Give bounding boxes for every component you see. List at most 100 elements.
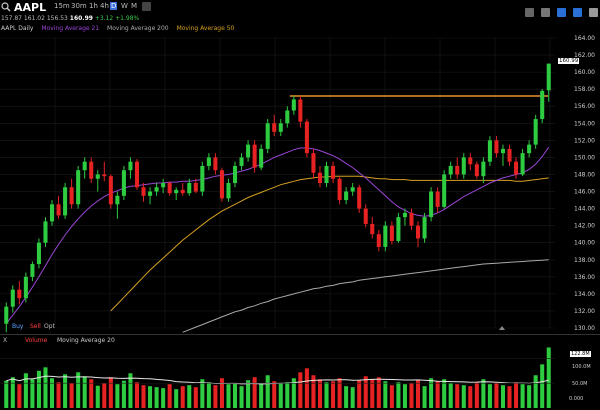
candle-body bbox=[128, 161, 133, 171]
volume-label[interactable]: Volume bbox=[25, 337, 48, 344]
volume-bar bbox=[304, 368, 309, 408]
legend-series[interactable]: AAPL Daily bbox=[1, 25, 34, 32]
candle-body bbox=[331, 165, 336, 179]
volume-bar bbox=[200, 379, 205, 408]
candle-body bbox=[36, 242, 41, 265]
candle-body bbox=[311, 153, 316, 173]
volume-bar bbox=[461, 385, 466, 408]
volume-bar bbox=[148, 386, 153, 408]
candle-body bbox=[200, 165, 205, 192]
low-value: 156.53 bbox=[46, 15, 68, 22]
volume-bar bbox=[481, 379, 486, 408]
share-icon[interactable] bbox=[556, 8, 566, 17]
timeframe-1h[interactable]: 1h bbox=[89, 2, 98, 10]
timeframe-monthly[interactable]: M bbox=[131, 2, 138, 10]
sell-button[interactable]: Sell bbox=[30, 323, 41, 330]
price-tick-label: 144.00 bbox=[574, 206, 595, 213]
candle-body bbox=[43, 221, 48, 243]
candle-body bbox=[448, 165, 453, 175]
candle-body bbox=[174, 189, 179, 194]
candle-body bbox=[63, 187, 68, 216]
volume-bar bbox=[193, 387, 198, 408]
candle-body bbox=[121, 170, 126, 196]
help-icon[interactable] bbox=[589, 8, 598, 17]
ma200-line bbox=[182, 259, 549, 333]
volume-bar bbox=[49, 378, 55, 408]
account-icon[interactable] bbox=[572, 8, 582, 17]
candle-body bbox=[533, 119, 538, 145]
timeframe-daily[interactable]: D bbox=[110, 2, 118, 10]
volume-bar bbox=[396, 382, 401, 408]
volume-bar bbox=[121, 380, 126, 408]
volume-bar bbox=[108, 377, 113, 408]
volume-bar bbox=[324, 382, 329, 408]
volume-bar bbox=[239, 386, 244, 408]
candle-body bbox=[370, 223, 375, 235]
ma50-line bbox=[110, 175, 549, 312]
legend-ma50[interactable]: Moving Average 50 bbox=[176, 25, 235, 32]
candle-body bbox=[265, 123, 270, 149]
volume-bar bbox=[402, 384, 407, 408]
price-tick-label: 134.00 bbox=[574, 291, 595, 298]
candle-body bbox=[324, 165, 329, 183]
candle-body bbox=[461, 157, 466, 175]
candle-body bbox=[520, 153, 525, 175]
price-tick-label: 140.00 bbox=[574, 240, 595, 247]
buy-button[interactable]: Buy bbox=[12, 323, 24, 330]
candle-body bbox=[389, 225, 394, 241]
volume-level-1: 100.0M bbox=[572, 364, 591, 370]
legend-ma21[interactable]: Moving Average 21 bbox=[41, 25, 100, 32]
price-tick-label: 150.00 bbox=[574, 154, 595, 161]
candle-body bbox=[422, 217, 427, 239]
candle-body bbox=[272, 123, 277, 132]
candle-body bbox=[187, 183, 192, 194]
options-button[interactable]: Opt bbox=[44, 323, 55, 330]
change-value: +3.12 bbox=[94, 15, 114, 22]
candle-body bbox=[17, 289, 22, 299]
last-price-tag: 160.99 bbox=[558, 58, 580, 64]
volume-bar bbox=[4, 380, 9, 408]
volume-bar bbox=[56, 382, 61, 408]
candle-body bbox=[115, 195, 120, 205]
timeframe-15m[interactable]: 15m bbox=[54, 2, 70, 10]
volume-bar bbox=[455, 384, 460, 408]
timeframe-weekly[interactable]: W bbox=[121, 2, 128, 10]
candle-body bbox=[102, 174, 107, 177]
volume-bar bbox=[527, 385, 532, 408]
candle-body bbox=[206, 157, 211, 166]
search-icon[interactable] bbox=[1, 2, 11, 12]
settings-icon[interactable] bbox=[524, 8, 534, 17]
chart-type-icon[interactable] bbox=[142, 2, 151, 11]
candle-body bbox=[154, 187, 159, 192]
candle-body bbox=[259, 148, 264, 168]
candle-body bbox=[219, 170, 224, 199]
volume-bar bbox=[43, 367, 48, 408]
candle-body bbox=[161, 183, 166, 188]
volume-bar bbox=[363, 376, 368, 408]
candle-body bbox=[141, 187, 146, 196]
volume-bar bbox=[487, 384, 492, 408]
price-tick-label: 148.00 bbox=[574, 171, 595, 178]
timeframe-4h[interactable]: 4h bbox=[100, 2, 109, 10]
volume-bar bbox=[134, 382, 140, 408]
candle-body bbox=[540, 90, 545, 120]
volume-bar bbox=[154, 387, 159, 408]
volume-bar bbox=[422, 386, 427, 408]
volume-ma-label[interactable]: Moving Average 20 bbox=[57, 337, 115, 344]
volume-bar bbox=[415, 380, 421, 408]
legend-ma200[interactable]: Moving Average 200 bbox=[107, 25, 169, 32]
volume-bar bbox=[494, 383, 499, 408]
symbol-label[interactable]: AAPL bbox=[14, 1, 47, 14]
close-panel-button[interactable]: X bbox=[3, 337, 8, 344]
layout-icon[interactable] bbox=[540, 8, 550, 17]
candle-body bbox=[415, 225, 421, 239]
candle-body bbox=[317, 172, 323, 183]
candle-body bbox=[278, 123, 283, 132]
candle-body bbox=[69, 187, 74, 205]
price-tick-label: 162.00 bbox=[574, 52, 595, 59]
volume-bar bbox=[10, 377, 15, 408]
timeframe-30m[interactable]: 30m bbox=[71, 2, 87, 10]
volume-panel-header: X Volume Moving Average 20 bbox=[0, 334, 600, 346]
volume-bar bbox=[232, 383, 238, 408]
